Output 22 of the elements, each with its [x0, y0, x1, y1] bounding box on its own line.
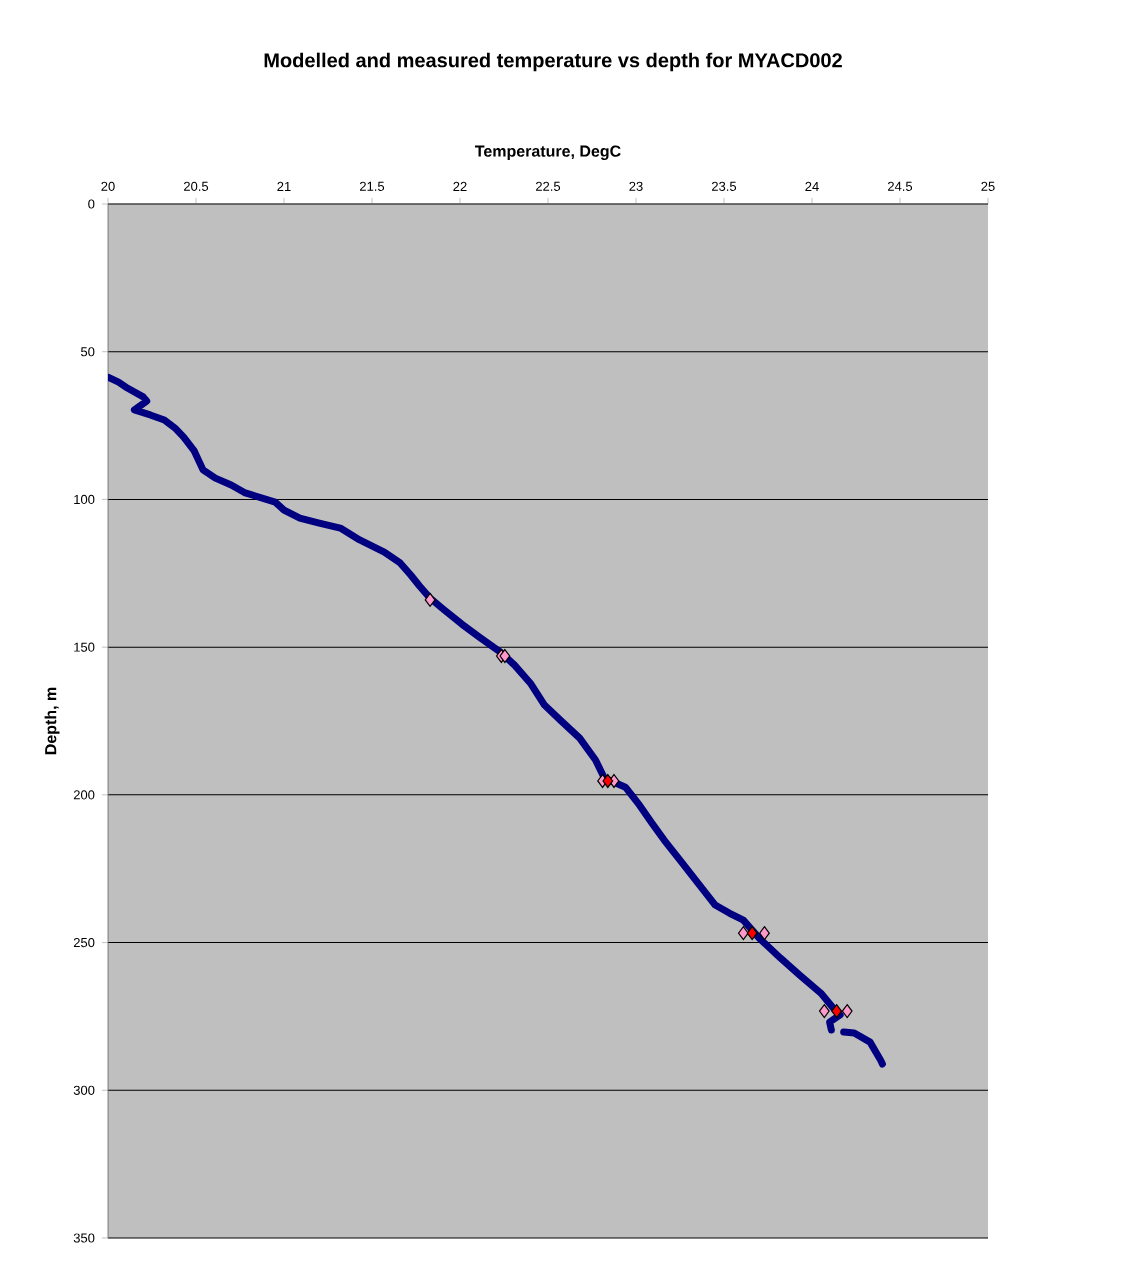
x-tick-label: 22 [453, 181, 467, 191]
y-axis-title: Depth, m [44, 687, 60, 755]
y-tick-label: 150 [74, 642, 95, 652]
x-axis-title: Temperature, DegC [474, 145, 621, 160]
x-tick-label: 23.5 [712, 181, 737, 191]
y-tick-label: 100 [74, 494, 95, 505]
x-tick-label: 20.5 [184, 181, 209, 191]
y-tick-label: 300 [73, 1085, 95, 1095]
chart-title: Modelled and measured temperature vs depth for MYACD002 [264, 52, 842, 72]
x-tick-label: 25 [981, 181, 995, 191]
y-tick-label: 250 [73, 937, 95, 948]
x-tick-label: 21.5 [360, 181, 385, 191]
x-tick-label: 23 [629, 181, 643, 191]
y-tick-label: 200 [73, 790, 95, 800]
y-tick-label: 350 [73, 1233, 95, 1243]
x-tick-label: 24 [805, 181, 819, 191]
x-tick-label: 20 [101, 181, 115, 191]
y-tick-label: 0 [88, 199, 95, 209]
x-tick-label: 24.5 [888, 181, 913, 191]
x-tick-label: 21 [277, 181, 291, 191]
x-tick-label: 22.5 [536, 181, 561, 191]
y-tick-label: 50 [81, 347, 95, 357]
